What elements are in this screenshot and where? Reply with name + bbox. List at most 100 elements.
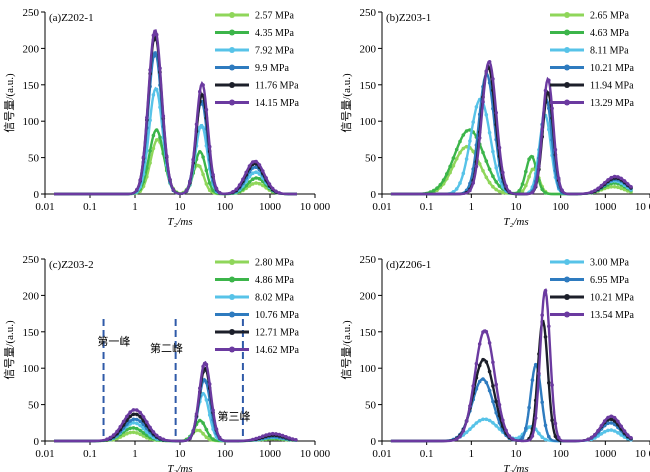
data-point — [151, 146, 156, 151]
data-point — [204, 398, 209, 402]
data-point — [125, 431, 129, 436]
x-tick-label: 100 — [217, 448, 234, 460]
data-point — [556, 435, 561, 440]
data-point — [207, 433, 212, 438]
data-point — [494, 165, 499, 170]
data-point — [151, 33, 156, 38]
data-point — [619, 433, 623, 437]
data-point — [198, 164, 202, 169]
data-point — [616, 419, 620, 424]
data-point — [118, 425, 123, 429]
series-4 — [390, 287, 633, 443]
data-point — [507, 189, 512, 194]
data-point — [520, 189, 525, 193]
data-point — [198, 428, 202, 433]
chart-panel-3: 0 50 100 150 200 250 0.01 0.1 1 10 100 1000 10 000 T₂… — [3, 254, 331, 472]
data-point — [257, 435, 262, 440]
data-point — [257, 163, 262, 167]
data-point — [484, 113, 489, 117]
y-axis-title: 信号量/(a.u.) — [3, 320, 16, 380]
data-point — [474, 164, 479, 169]
data-point — [131, 417, 136, 422]
data-point — [494, 187, 499, 192]
data-point — [547, 381, 551, 385]
data-point — [128, 414, 132, 419]
data-point — [491, 149, 495, 154]
x-tick-label: 1000 — [594, 448, 617, 460]
data-point — [244, 170, 248, 175]
data-point — [198, 89, 202, 94]
data-point — [517, 189, 521, 193]
data-point — [211, 408, 215, 413]
data-point — [254, 176, 258, 180]
legend-entry: 8.02 MPa — [215, 293, 294, 304]
chart-panel-4: 0 50 100 150 200 250 0.01 0.1 1 10 100 1000 10 000 T₂… — [340, 254, 650, 472]
data-point — [461, 429, 466, 433]
data-point — [257, 181, 262, 186]
legend-swatch-marker — [229, 311, 235, 318]
y-tick-label: 0 — [34, 189, 40, 201]
x-tick-label: 10 000 — [300, 201, 331, 213]
legend-label: 10.76 MPa — [255, 310, 299, 321]
data-point — [501, 418, 505, 423]
data-point — [484, 175, 489, 180]
y-tick-label: 100 — [360, 116, 377, 128]
legend-swatch-marker — [564, 82, 570, 88]
data-point — [550, 418, 554, 423]
legend-swatch-marker — [229, 294, 235, 300]
data-point — [128, 419, 132, 423]
data-point — [277, 191, 282, 195]
data-point — [261, 434, 265, 439]
data-point — [474, 421, 479, 425]
data-point — [164, 154, 169, 158]
series-line — [390, 362, 633, 443]
y-tick-label: 100 — [23, 116, 40, 128]
data-point — [207, 188, 212, 192]
data-point — [201, 155, 205, 159]
data-point — [171, 187, 176, 192]
data-point — [560, 188, 564, 192]
data-point — [135, 412, 139, 417]
y-tick-label: 200 — [23, 43, 40, 55]
legend-swatch-marker — [564, 47, 570, 53]
data-point — [527, 157, 531, 161]
peak-annotation: 第二峰 — [150, 341, 183, 355]
data-point — [543, 335, 548, 339]
data-point — [543, 88, 548, 93]
data-point — [204, 380, 209, 385]
data-point — [530, 155, 535, 159]
legend-label: 2.57 MPa — [255, 11, 294, 22]
legend-entry: 9.9 MPa — [215, 63, 289, 74]
x-axis-title: T₂/ms — [503, 216, 528, 228]
data-point — [487, 130, 492, 135]
data-point — [625, 433, 630, 437]
x-tick-label: 0.01 — [372, 201, 391, 213]
x-tick-label: 0.01 — [35, 448, 54, 460]
legend-swatch-marker — [564, 99, 570, 106]
data-point — [445, 172, 449, 176]
data-point — [217, 435, 222, 440]
data-point — [606, 421, 610, 426]
legend-entry: 13.54 MPa — [550, 310, 634, 321]
legend-label: 10.21 MPa — [590, 293, 634, 304]
legend-entry: 11.76 MPa — [215, 81, 299, 92]
data-point — [527, 425, 531, 429]
data-point — [138, 178, 142, 182]
legend: 2.65 MPa 4.63 MPa 8.11 MPa 10.21 MPa 11.94 M… — [550, 11, 634, 109]
y-axis-title: 信号量/(a.u.) — [340, 73, 353, 133]
x-tick-label: 100 — [552, 448, 569, 460]
data-point — [290, 437, 295, 441]
legend-entry: 14.15 MPa — [215, 98, 299, 109]
data-point — [454, 157, 459, 161]
x-tick-label: 100 — [552, 201, 569, 213]
data-point — [629, 185, 633, 189]
data-point — [135, 417, 139, 422]
legend-swatch-marker — [229, 64, 235, 71]
data-point — [141, 426, 146, 431]
legend-entry: 10.76 MPa — [215, 310, 299, 321]
legend-label: 4.86 MPa — [255, 275, 294, 286]
data-point — [494, 411, 499, 415]
y-tick-label: 50 — [28, 153, 40, 165]
data-point — [201, 125, 205, 130]
data-point — [148, 68, 152, 72]
